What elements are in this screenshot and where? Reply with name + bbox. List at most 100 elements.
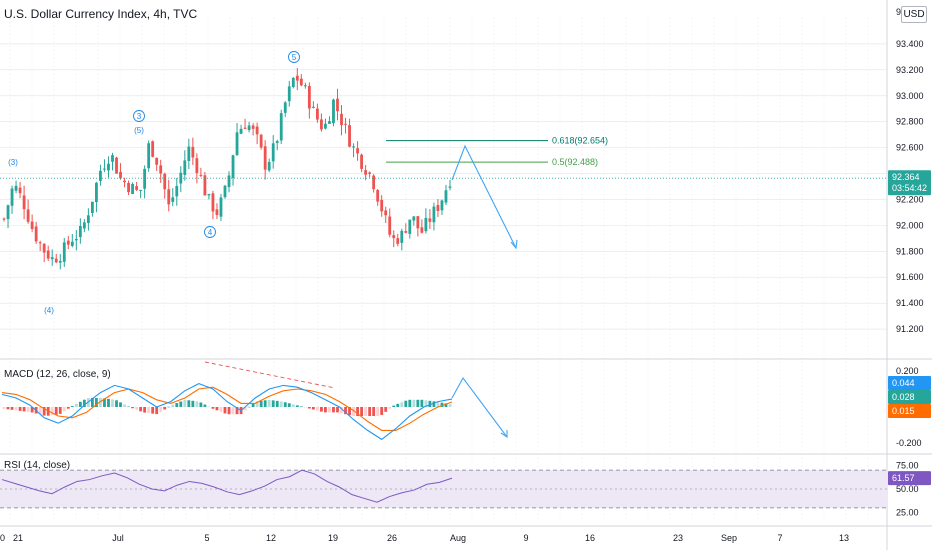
candle-body — [227, 175, 231, 188]
candle-body — [163, 173, 167, 190]
macd-histogram-bar — [320, 407, 323, 412]
candle-body — [86, 215, 90, 223]
candle-body — [332, 99, 335, 124]
time-axis-tick: Sep — [721, 533, 737, 543]
rsi-axis-tick: 25.00 — [896, 508, 919, 518]
candle-body — [448, 186, 452, 188]
price-axis-tick: 91.200 — [896, 324, 924, 334]
wave-label: (3) — [8, 158, 18, 167]
candle-body — [376, 190, 380, 202]
macd-histogram-bar — [22, 407, 26, 412]
macd-histogram-bar — [283, 402, 287, 407]
candle-body — [103, 168, 106, 170]
candle-body — [219, 197, 223, 217]
candle-body — [275, 141, 279, 143]
candle-body — [400, 230, 404, 243]
candle-body — [135, 186, 139, 190]
macd-histogram-bar — [219, 407, 223, 412]
macd-histogram-bar — [279, 401, 283, 407]
macd-histogram-bar — [259, 400, 263, 407]
candle-body — [99, 170, 102, 181]
macd-histogram-bar — [440, 402, 444, 407]
candle-body — [58, 260, 62, 263]
candle-body — [436, 205, 440, 211]
macd-histogram-bar — [215, 407, 219, 411]
candle-body — [2, 218, 6, 220]
candle-body — [279, 113, 283, 141]
macd-histogram-bar — [211, 407, 215, 409]
macd-histogram-bar — [26, 407, 30, 412]
macd-histogram-bar — [344, 407, 347, 415]
macd-histogram-bar — [328, 407, 331, 413]
price-axis-tick: 92.200 — [896, 194, 924, 204]
macd-histogram-bar — [360, 407, 364, 416]
time-axis-tick: 26 — [387, 533, 397, 543]
currency-button[interactable]: USD — [901, 6, 927, 23]
wave-label: 4 — [208, 228, 213, 237]
macd-projection — [451, 376, 508, 438]
macd-histogram-bar — [95, 398, 98, 407]
last-price-badge-bg — [888, 170, 931, 196]
candle-body — [42, 243, 46, 253]
candle-body — [10, 188, 14, 206]
macd-histogram-bar — [123, 404, 126, 407]
candle-body — [307, 86, 311, 109]
macd-signal-badge: 0.015 — [892, 406, 915, 416]
price-axis-tick: 92.600 — [896, 143, 924, 153]
price-axis-tick: 91.600 — [896, 272, 924, 282]
candle-body — [207, 194, 211, 196]
macd-histogram-bar — [155, 407, 159, 415]
candle-body — [187, 146, 191, 161]
candle-body — [303, 85, 307, 87]
macd-histogram-bar — [243, 407, 247, 411]
macd-histogram-bar — [99, 398, 102, 407]
macd-histogram-bar — [127, 406, 130, 408]
macd-histogram-bar — [311, 407, 315, 410]
macd-histogram-bar — [384, 407, 388, 412]
macd-histogram-bar — [372, 407, 376, 416]
wave-label: (5) — [134, 126, 144, 135]
candle-body — [432, 206, 436, 223]
macd-histogram-bar — [171, 404, 175, 407]
time-axis-tick: 20 — [0, 533, 5, 543]
price-axis-tick: 93.200 — [896, 65, 924, 75]
macd-histogram-bar — [388, 407, 392, 409]
candle-body — [263, 146, 267, 170]
candle-body — [203, 175, 207, 196]
price-axis-tick: 92.000 — [896, 220, 924, 230]
candle-body — [320, 119, 323, 130]
candle-body — [420, 227, 424, 233]
macd-histogram-bar — [14, 407, 18, 411]
macd-histogram-bar — [103, 398, 106, 407]
macd-value-badge: 0.044 — [892, 378, 915, 388]
candle-body — [107, 163, 110, 171]
candle-body — [95, 182, 98, 203]
macd-histogram-bar — [6, 407, 10, 410]
time-axis-tick: 19 — [328, 533, 338, 543]
candle-body — [183, 160, 187, 175]
candle-body — [424, 217, 428, 232]
macd-divergence-line — [204, 361, 336, 389]
candle-body — [271, 143, 275, 162]
macd-histogram-bar — [42, 407, 46, 416]
macd-histogram-bar — [336, 407, 339, 413]
candle-body — [119, 171, 122, 179]
rsi-band — [0, 469, 887, 509]
candle-body — [159, 165, 163, 174]
candle-body — [143, 168, 147, 189]
candle-body — [50, 257, 54, 260]
macd-histogram-bar — [139, 407, 143, 412]
candle-body — [247, 125, 251, 131]
macd-histogram-bar — [179, 401, 183, 407]
macd-histogram-bar — [50, 407, 54, 416]
macd-signal-badge-bg — [888, 404, 931, 418]
rsi-axis-tick: 50.00 — [896, 484, 919, 494]
macd-histogram-bar — [299, 406, 303, 407]
candle-body — [131, 184, 134, 194]
candle-body — [364, 170, 368, 175]
macd-histogram-bar — [275, 400, 279, 407]
macd-histogram-bar — [436, 401, 440, 407]
time-axis-tick: Aug — [450, 533, 466, 543]
macd-pane-label: MACD (12, 26, close, 9) — [4, 369, 111, 380]
